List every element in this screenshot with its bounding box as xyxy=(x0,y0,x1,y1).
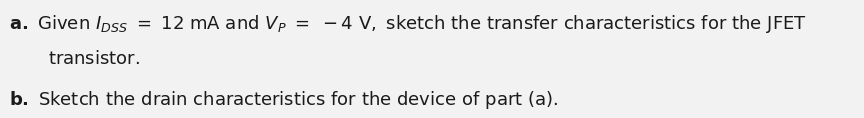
Text: $\mathbf{a.}$$\mathrm{\ Given\ }$$I_{DSS}$$\mathrm{\ =\ 12\ mA\ and\ }$$V_P$$\ma: $\mathbf{a.}$$\mathrm{\ Given\ }$$I_{DSS… xyxy=(9,13,807,35)
Text: $\mathbf{b.}$$\mathrm{\ Sketch\ the\ drain\ characteristics\ for\ the\ device\ o: $\mathbf{b.}$$\mathrm{\ Sketch\ the\ dra… xyxy=(9,89,558,111)
Text: $\mathrm{transistor.}$: $\mathrm{transistor.}$ xyxy=(48,50,139,68)
